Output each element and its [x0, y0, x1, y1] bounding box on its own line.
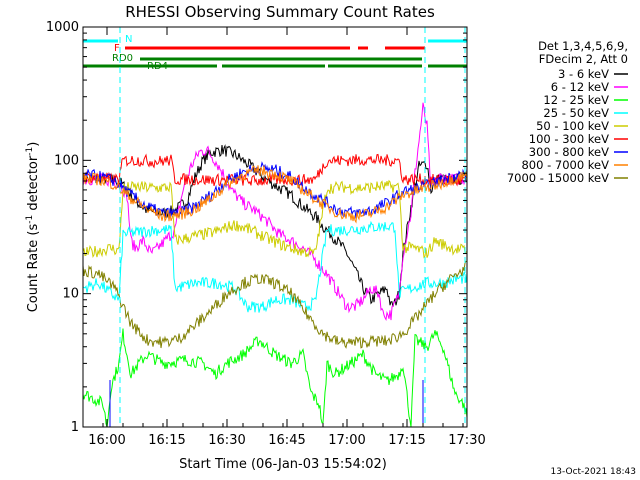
x-tick-label-5: 17:15 — [388, 433, 425, 448]
legend-label-4: 50 - 100 keV — [536, 119, 609, 133]
series-line-2 — [82, 328, 468, 428]
series-line-4 — [82, 179, 468, 259]
series-line-0 — [82, 144, 468, 307]
legend-label-3: 25 - 50 keV — [543, 106, 609, 120]
series-line-5 — [82, 153, 468, 188]
legend-label-6: 300 - 800 keV — [529, 145, 609, 159]
y-axis: 1 10 100 1000 — [46, 20, 467, 435]
x-tick-label-0: 16:00 — [88, 433, 125, 448]
attenuator-label-n: N — [125, 34, 132, 45]
x-tick-label-4: 17:00 — [328, 433, 365, 448]
y-tick-label-0: 1 — [71, 420, 79, 435]
series-line-7 — [82, 165, 468, 224]
legend-label-5: 100 - 300 keV — [529, 132, 609, 146]
legend-label-2: 12 - 25 keV — [543, 93, 609, 107]
legend: Det 1,3,4,5,6,9,FDecim 2, Att 03 - 6 keV… — [507, 39, 628, 185]
y-tick-label-3: 1000 — [46, 20, 79, 35]
series-line-3 — [82, 220, 468, 313]
attenuator-label-rd0: RD0 — [112, 53, 133, 64]
series-line-1 — [82, 102, 468, 321]
legend-label-8: 7000 - 15000 keV — [507, 171, 609, 185]
x-axis: 16:00 16:15 16:30 16:45 17:00 17:15 17:30 — [82, 27, 486, 448]
y-axis-label-end: ) — [26, 142, 41, 147]
series-layer — [82, 102, 468, 428]
plot-frame — [82, 26, 468, 428]
x-axis-label: Start Time (06-Jan-03 15:54:02) — [179, 457, 387, 472]
y-axis-label-mid: detector — [26, 155, 41, 215]
attenuator-label-rd4: RD4 — [147, 61, 168, 72]
legend-header-0: Det 1,3,4,5,6,9, — [538, 39, 628, 53]
x-tick-label-6: 17:30 — [448, 433, 485, 448]
series-line-6 — [82, 161, 468, 220]
chart-title: RHESSI Observing Summary Count Rates — [125, 3, 435, 21]
y-axis-label: Count Rate (s-1 detector-1) — [25, 142, 41, 313]
y-tick-label-1: 10 — [62, 287, 79, 302]
y-axis-label-exp: -1 — [25, 215, 35, 224]
x-tick-label-1: 16:15 — [148, 433, 185, 448]
series-line-8 — [82, 260, 468, 349]
x-tick-label-2: 16:30 — [208, 433, 245, 448]
y-tick-label-2: 100 — [54, 153, 79, 168]
y-axis-label-exp2: -1 — [25, 147, 35, 156]
attenuator-label-f: F — [114, 43, 120, 54]
y-axis-label-main: Count Rate (s — [26, 224, 41, 313]
legend-header-1: FDecim 2, Att 0 — [539, 52, 628, 66]
footer-timestamp: 13-Oct-2021 18:43 — [551, 467, 636, 477]
legend-label-0: 3 - 6 keV — [558, 67, 609, 81]
legend-label-1: 6 - 12 keV — [551, 80, 609, 94]
x-tick-label-3: 16:45 — [268, 433, 305, 448]
legend-label-7: 800 - 7000 keV — [521, 158, 609, 172]
